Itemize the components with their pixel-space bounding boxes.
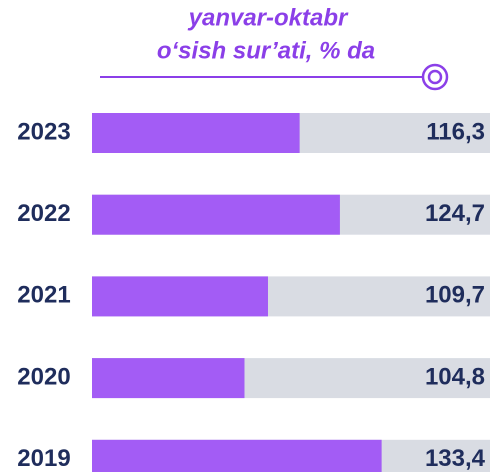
y-tick-label: 2019 — [17, 445, 70, 472]
bar — [92, 276, 268, 317]
data-label: 104,8 — [425, 363, 485, 390]
y-tick-label: 2023 — [17, 118, 70, 145]
bar — [92, 439, 382, 472]
chart-title: o‘sish sur’ati, % da — [157, 37, 375, 64]
title-icon — [427, 69, 443, 85]
y-tick-label: 2022 — [17, 200, 70, 227]
bar — [92, 194, 340, 235]
data-label: 116,3 — [426, 118, 485, 145]
data-label: 124,7 — [425, 200, 485, 227]
data-label: 109,7 — [425, 282, 485, 309]
data-label: 133,4 — [425, 445, 486, 472]
y-tick-label: 2020 — [17, 363, 70, 390]
bar — [92, 113, 300, 153]
bar — [92, 358, 245, 399]
title-icon — [421, 63, 449, 91]
chart-title: yanvar-oktabr — [188, 4, 349, 31]
y-tick-label: 2021 — [17, 282, 70, 309]
